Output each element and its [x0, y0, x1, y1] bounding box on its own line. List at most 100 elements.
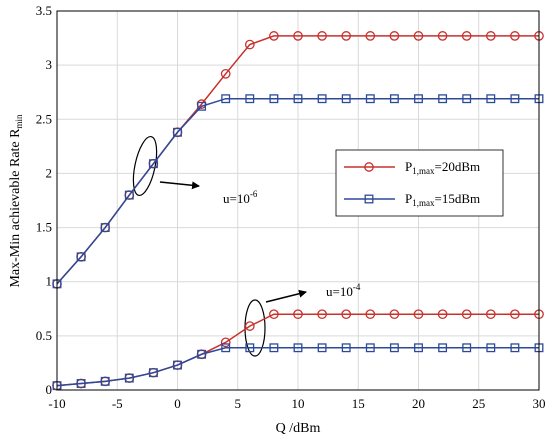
data-point	[317, 343, 327, 353]
data-point	[389, 343, 399, 353]
data-point	[365, 343, 375, 353]
y-tick-label: 3.5	[36, 3, 52, 18]
data-point	[124, 373, 134, 383]
data-point	[365, 31, 376, 41]
data-point	[269, 343, 279, 353]
data-point	[269, 31, 279, 41]
data-point	[173, 127, 182, 137]
legend-marker	[364, 194, 374, 204]
annotation-u-1e-6: u=10-6	[223, 189, 258, 206]
y-tick-label: 2	[46, 165, 53, 180]
x-axis-label: Q /dBm	[276, 421, 321, 436]
data-point	[389, 94, 399, 104]
data-point	[389, 309, 400, 320]
data-point	[341, 94, 351, 104]
data-point	[148, 159, 158, 169]
data-point	[389, 31, 400, 41]
data-point	[485, 309, 496, 320]
data-point	[293, 94, 303, 104]
data-point	[413, 31, 424, 41]
data-point	[317, 94, 327, 104]
data-point	[413, 309, 424, 320]
y-tick-labels: 0 0.5 1 1.5 2 2.5 3 3.5	[36, 3, 52, 397]
y-tick-label: 3	[46, 57, 53, 72]
data-point	[510, 94, 520, 104]
legend-label: P1,max=20dBm	[405, 159, 480, 176]
series-3	[52, 343, 544, 391]
data-point	[100, 376, 110, 386]
data-point	[197, 101, 207, 111]
data-point	[341, 31, 352, 41]
data-point	[510, 343, 520, 353]
y-tick-label: 1	[46, 274, 53, 289]
data-point	[220, 68, 231, 79]
x-tick-label: 0	[174, 396, 181, 411]
data-point	[414, 94, 423, 104]
data-point	[148, 368, 158, 378]
data-point	[438, 343, 448, 353]
x-tick-label: -5	[112, 396, 123, 411]
legend-box	[335, 149, 504, 217]
x-tick-label: 10	[292, 396, 305, 411]
data-point	[510, 31, 520, 41]
y-tick-label: 0	[46, 382, 53, 397]
data-point	[293, 31, 303, 41]
data-point	[438, 94, 448, 104]
data-point	[245, 94, 255, 104]
data-point	[365, 94, 375, 104]
data-point	[317, 31, 327, 41]
data-point	[245, 343, 255, 353]
data-point	[437, 31, 448, 41]
data-point	[317, 309, 327, 320]
annotation-shapes	[132, 135, 307, 357]
data-point	[462, 343, 472, 353]
data-point	[124, 190, 134, 200]
y-tick-label: 2.5	[36, 111, 52, 126]
y-axis-label: Max-Min achievable Rate Rmin	[8, 114, 24, 288]
y-tick-label: 0.5	[36, 328, 52, 343]
legend-marker	[364, 162, 374, 172]
x-tick-label: 15	[352, 396, 365, 411]
series-line	[56, 97, 539, 285]
data-point	[341, 309, 352, 320]
data-point	[220, 337, 231, 348]
data-point	[76, 379, 86, 388]
data-point	[461, 309, 472, 320]
legend-label: P1,max=15dBm	[405, 191, 480, 208]
data-point	[414, 343, 423, 353]
x-tick-label: -10	[48, 396, 65, 411]
series-layer	[52, 31, 544, 391]
annotations: u=10-6 u=10-4	[223, 189, 361, 299]
data-point	[221, 343, 231, 353]
arrow	[265, 289, 307, 303]
data-point	[510, 309, 520, 320]
data-point	[437, 309, 448, 320]
plot-frame	[56, 10, 540, 391]
ellipse-marker	[244, 299, 266, 357]
arrow	[159, 181, 200, 190]
data-point	[341, 343, 351, 353]
x-tick-label: 30	[533, 396, 546, 411]
series-1	[52, 94, 544, 289]
series-line	[56, 347, 539, 387]
data-point	[365, 309, 376, 320]
data-point	[293, 343, 303, 353]
data-point	[244, 321, 255, 331]
x-tick-label: 5	[235, 396, 242, 411]
data-point	[244, 39, 255, 50]
data-point	[462, 94, 472, 104]
x-tick-label: 20	[412, 396, 425, 411]
x-tick-label: 25	[472, 396, 485, 411]
data-point	[461, 31, 472, 41]
data-point	[486, 343, 496, 353]
x-tick-labels: -10 -5 0 5 10 15 20 25 30	[48, 396, 545, 411]
data-point	[221, 94, 231, 104]
annotation-u-1e-4: u=10-4	[326, 282, 361, 299]
data-point	[293, 309, 303, 320]
data-point	[76, 252, 86, 262]
data-point	[269, 94, 279, 104]
data-point	[173, 360, 182, 370]
data-point	[486, 94, 496, 104]
data-point	[100, 223, 110, 233]
